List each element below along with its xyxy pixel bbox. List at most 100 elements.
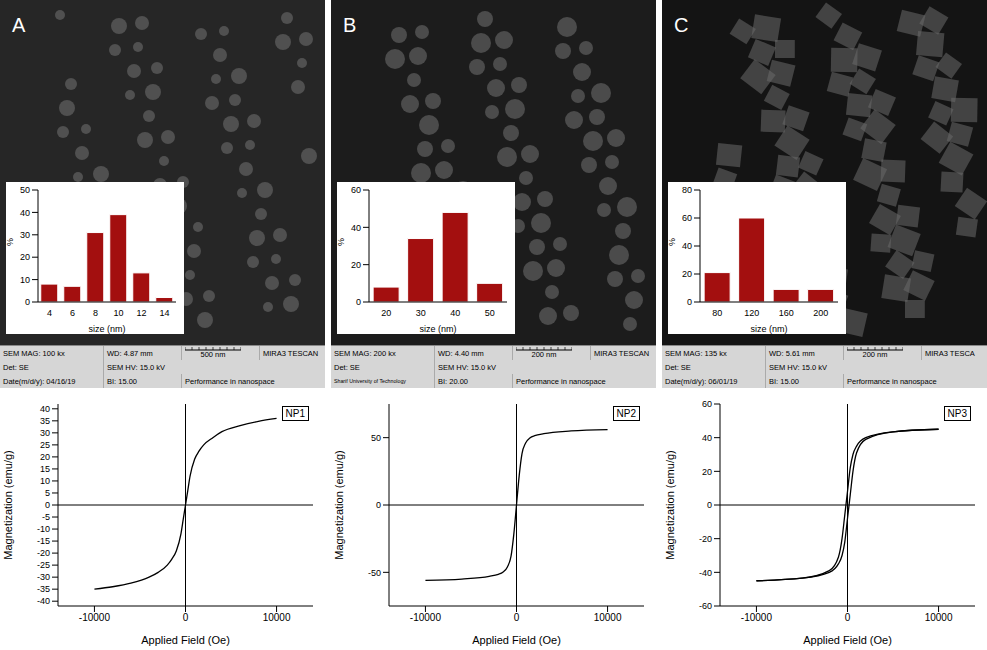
svg-text:15: 15	[40, 464, 50, 474]
svg-text:8: 8	[93, 308, 98, 318]
svg-text:40: 40	[20, 208, 30, 218]
html-text:SEM HV: 15.0 kV: SEM HV: 15.0 kV	[107, 362, 166, 372]
svg-text:%: %	[6, 238, 15, 246]
svg-text:0: 0	[25, 297, 30, 307]
html-text:BI: 20.00: BI: 20.00	[438, 376, 468, 386]
svg-text:60: 60	[682, 213, 692, 223]
svg-text:35: 35	[40, 416, 50, 426]
svg-text:20: 20	[682, 269, 692, 279]
svg-text:12: 12	[136, 308, 146, 318]
svg-text:10000: 10000	[925, 612, 953, 623]
html-text:Performance in nanospace: Performance in nanospace	[185, 376, 275, 386]
svg-text:10: 10	[20, 275, 30, 285]
svg-text:-15: -15	[37, 536, 50, 546]
svg-text:0: 0	[845, 612, 851, 623]
svg-text:80: 80	[712, 308, 722, 318]
svg-text:-60: -60	[699, 601, 712, 611]
html-text:Date(m/d/y): 04/16/19: Date(m/d/y): 04/16/19	[3, 376, 76, 386]
svg-text:20: 20	[702, 467, 712, 477]
svg-text:-40: -40	[37, 596, 50, 606]
svg-text:50: 50	[371, 433, 381, 443]
svg-text:120: 120	[744, 308, 759, 318]
html-text:SEM MAG: 200 kx: SEM MAG: 200 kx	[334, 348, 396, 358]
svg-text:4: 4	[47, 308, 52, 318]
svg-text:-10000: -10000	[79, 612, 111, 623]
svg-text:30: 30	[40, 428, 50, 438]
svg-text:20: 20	[40, 452, 50, 462]
svg-text:60: 60	[351, 185, 361, 195]
svg-text:-20: -20	[37, 548, 50, 558]
svg-text:-10: -10	[37, 524, 50, 534]
html-text:200 nm: 200 nm	[531, 350, 557, 360]
html-text:WD: 4.40 mm: WD: 4.40 mm	[438, 348, 484, 358]
svg-text:-25: -25	[37, 560, 50, 570]
svg-text:Applied Field (Oe): Applied Field (Oe)	[803, 634, 892, 646]
html-text:Det: SE: Det: SE	[334, 362, 360, 372]
svg-text:40: 40	[351, 223, 361, 233]
svg-text:Magnetization (emu/g): Magnetization (emu/g)	[2, 450, 14, 559]
svg-text:10000: 10000	[263, 612, 291, 623]
svg-text:50: 50	[20, 185, 30, 195]
svg-text:-50: -50	[368, 568, 381, 578]
svg-text:60: 60	[702, 399, 712, 409]
html-text:A: A	[12, 14, 26, 36]
svg-text:%: %	[668, 238, 677, 246]
html-text:NP2: NP2	[616, 408, 636, 419]
svg-text:14: 14	[159, 308, 169, 318]
html-text:B: B	[343, 14, 357, 36]
svg-text:Magnetization (emu/g): Magnetization (emu/g)	[664, 450, 676, 559]
svg-text:10: 10	[113, 308, 123, 318]
svg-text:10000: 10000	[594, 612, 622, 623]
html-text:SEM MAG: 100 kx: SEM MAG: 100 kx	[3, 348, 65, 358]
svg-text:30: 30	[416, 308, 426, 318]
svg-text:-40: -40	[699, 568, 712, 578]
svg-text:6: 6	[70, 308, 75, 318]
svg-text:80: 80	[682, 185, 692, 195]
svg-text:0: 0	[183, 612, 189, 623]
svg-text:5: 5	[45, 488, 50, 498]
svg-text:200: 200	[813, 308, 828, 318]
svg-text:0: 0	[687, 297, 692, 307]
html-text:MIRA3 TESCAN: MIRA3 TESCAN	[263, 348, 319, 358]
html-text:NP1: NP1	[285, 408, 305, 419]
svg-text:0: 0	[376, 500, 381, 510]
html-text:MIRA3 TESCAN: MIRA3 TESCAN	[594, 348, 650, 358]
html-text:Det: SE: Det: SE	[3, 362, 29, 372]
svg-text:size (nm): size (nm)	[88, 324, 125, 334]
svg-text:20: 20	[381, 308, 391, 318]
svg-text:20: 20	[351, 260, 361, 270]
svg-text:160: 160	[779, 308, 794, 318]
svg-text:40: 40	[682, 241, 692, 251]
html-text:Performance in nanospace: Performance in nanospace	[516, 376, 606, 386]
svg-text:30: 30	[20, 230, 30, 240]
svg-text:40: 40	[40, 404, 50, 414]
html-text:SEM HV: 15.0 kV: SEM HV: 15.0 kV	[438, 362, 497, 372]
svg-text:40: 40	[702, 433, 712, 443]
html-text:500 nm: 500 nm	[200, 350, 226, 360]
svg-text:size (nm): size (nm)	[419, 324, 456, 334]
svg-text:size (nm): size (nm)	[750, 324, 787, 334]
svg-text:-5: -5	[42, 512, 50, 522]
html-text:WD: 4.87 mm: WD: 4.87 mm	[107, 348, 153, 358]
svg-text:0: 0	[514, 612, 520, 623]
svg-text:0: 0	[356, 297, 361, 307]
svg-text:-35: -35	[37, 584, 50, 594]
svg-text:10: 10	[40, 476, 50, 486]
svg-text:-20: -20	[699, 534, 712, 544]
svg-text:-10000: -10000	[741, 612, 773, 623]
svg-text:0: 0	[45, 500, 50, 510]
svg-text:50: 50	[485, 308, 495, 318]
svg-text:-30: -30	[37, 572, 50, 582]
html-text:BI: 15.00: BI: 15.00	[107, 376, 137, 386]
svg-text:-10000: -10000	[410, 612, 442, 623]
svg-text:Applied Field (Oe): Applied Field (Oe)	[472, 634, 561, 646]
svg-text:%: %	[337, 238, 346, 246]
html-text:C: C	[674, 14, 689, 36]
svg-text:40: 40	[450, 308, 460, 318]
html-text:NP3: NP3	[947, 408, 967, 419]
svg-text:20: 20	[20, 252, 30, 262]
svg-text:25: 25	[40, 440, 50, 450]
svg-text:Magnetization (emu/g): Magnetization (emu/g)	[333, 450, 345, 559]
svg-text:0: 0	[707, 500, 712, 510]
svg-text:Applied Field (Oe): Applied Field (Oe)	[141, 634, 230, 646]
